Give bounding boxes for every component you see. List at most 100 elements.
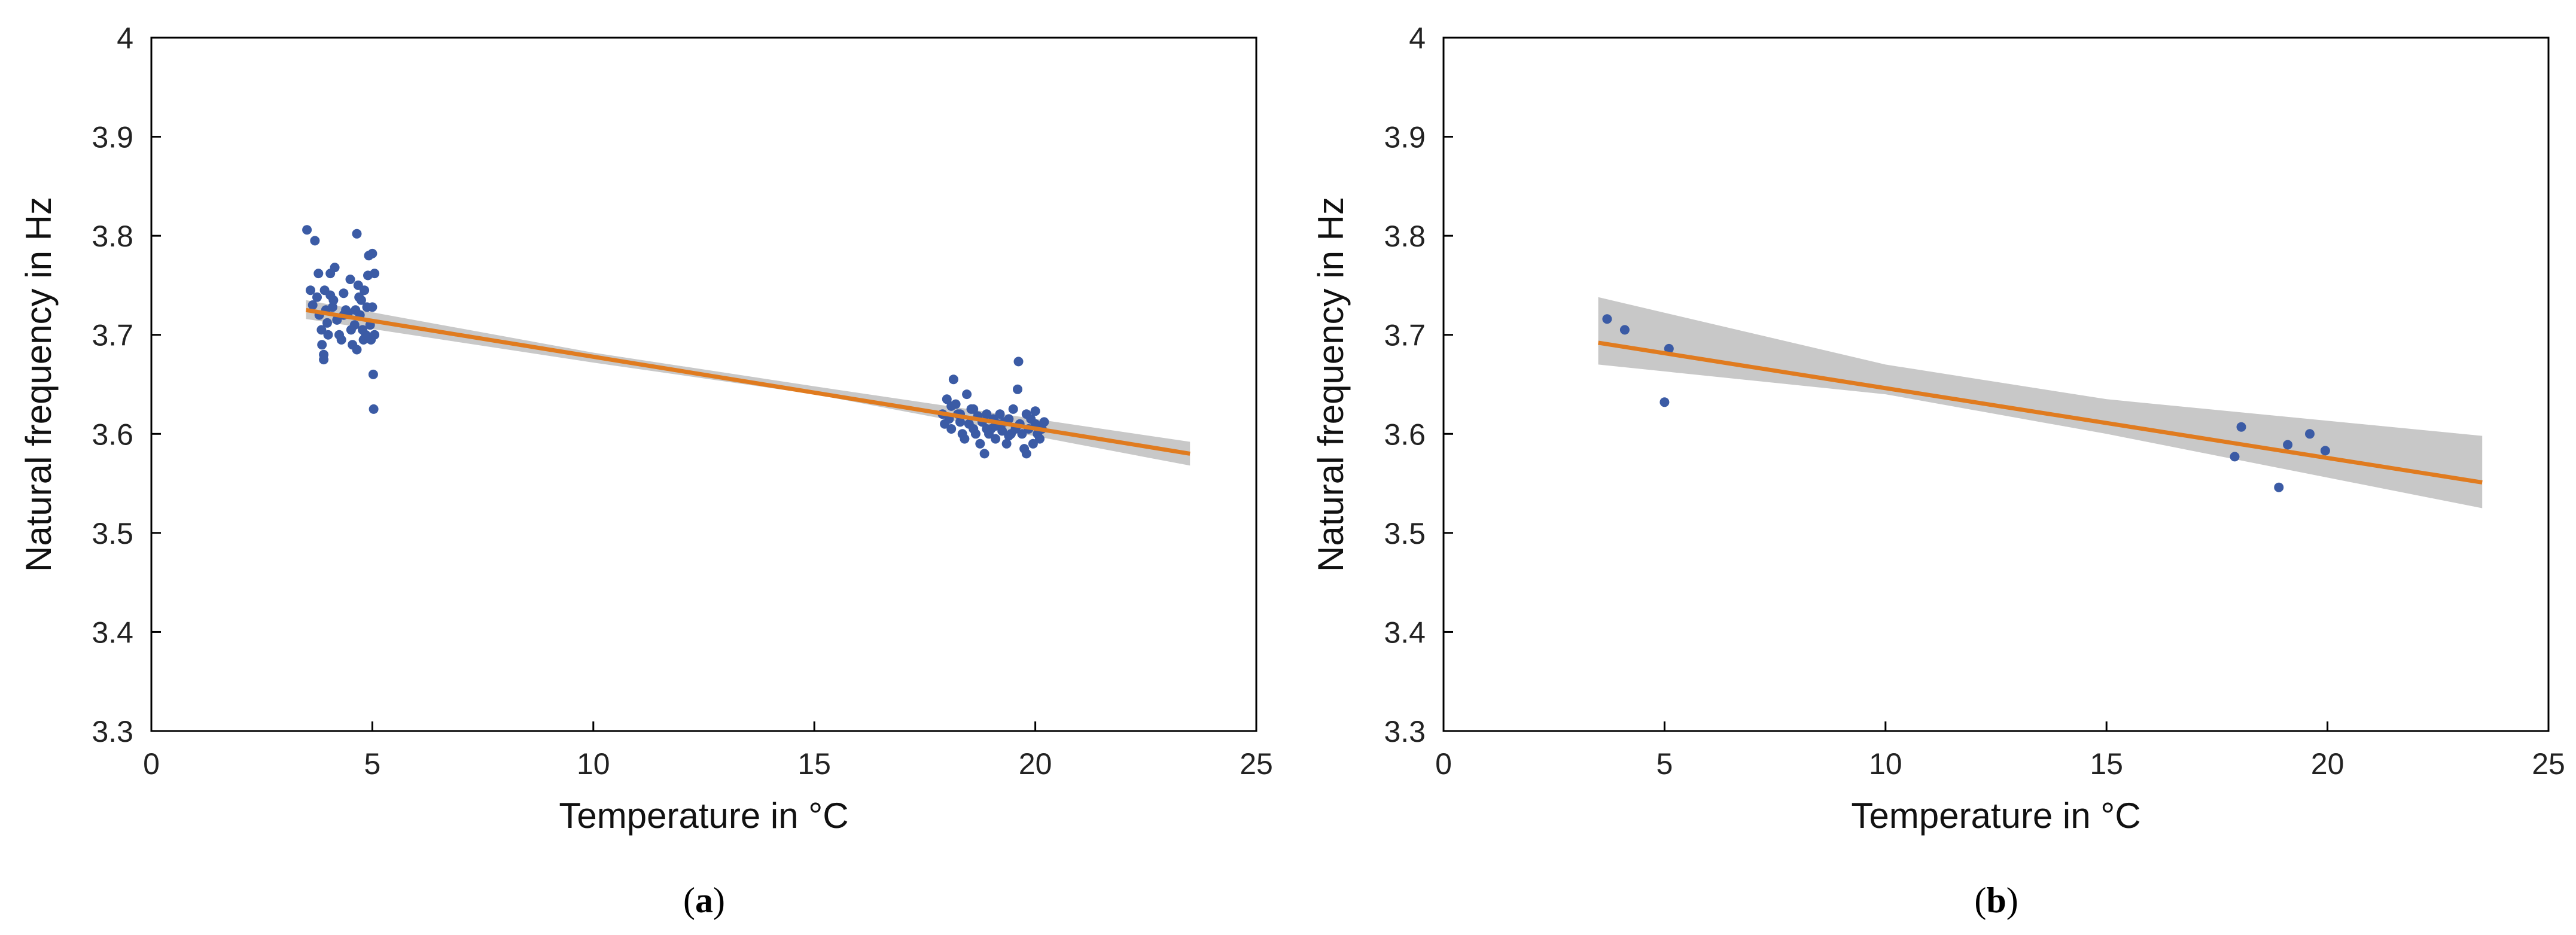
data-point xyxy=(367,302,377,312)
data-point xyxy=(2230,452,2240,462)
data-point xyxy=(1008,404,1018,414)
data-point xyxy=(360,285,370,296)
y-tick-label: 3.7 xyxy=(1384,319,1426,352)
data-point xyxy=(367,248,377,258)
data-point xyxy=(356,295,366,305)
x-tick-label: 15 xyxy=(2090,747,2123,781)
data-point xyxy=(1602,314,1612,324)
y-tick-label: 3.5 xyxy=(92,517,133,550)
data-point xyxy=(317,340,327,350)
data-point xyxy=(323,330,333,340)
data-point xyxy=(302,225,312,235)
x-tick-label: 25 xyxy=(1240,747,1273,781)
data-point xyxy=(349,320,360,330)
data-point xyxy=(991,434,1001,444)
data-point xyxy=(955,417,965,427)
regression-line xyxy=(1598,340,2483,485)
x-tick-label: 5 xyxy=(1656,747,1673,781)
data-point xyxy=(942,394,952,404)
data-point xyxy=(1039,417,1049,427)
y-tick-label: 3.8 xyxy=(1384,220,1426,253)
data-point xyxy=(1619,325,1630,335)
y-tick-label: 4 xyxy=(1409,22,1426,55)
caption-letter: b xyxy=(1986,881,2006,920)
chart-panel-b: 0 5 10 15 20 25 3.3 3.4 3.5 3.6 3.7 3.8 3.9 4 Temperat… xyxy=(1311,22,2565,920)
data-point xyxy=(1004,431,1014,441)
x-tick-label: 5 xyxy=(364,747,380,781)
y-tick-label: 3.8 xyxy=(92,220,133,253)
data-point xyxy=(368,369,378,379)
data-point xyxy=(960,434,970,444)
data-point xyxy=(975,438,985,449)
data-point xyxy=(1021,449,1031,459)
data-point xyxy=(2305,429,2315,439)
panel-caption: (b) xyxy=(1974,881,2018,920)
data-point xyxy=(306,285,315,296)
y-axis-label: Natural frequency in Hz xyxy=(19,197,59,572)
y-tick-label: 3.3 xyxy=(1384,715,1426,748)
data-point xyxy=(370,330,380,340)
data-point xyxy=(352,345,362,355)
caption-paren-close: ) xyxy=(2006,881,2018,920)
caption-paren-close: ) xyxy=(713,881,725,920)
data-point xyxy=(319,355,329,365)
x-tick-label: 25 xyxy=(2532,747,2565,781)
caption-letter: a xyxy=(695,881,713,920)
x-tick-label: 0 xyxy=(1435,747,1452,781)
x-tick-label: 15 xyxy=(797,747,831,781)
x-axis-label: Temperature in °C xyxy=(559,796,848,836)
data-point xyxy=(312,292,322,302)
data-point xyxy=(2236,422,2246,432)
data-point xyxy=(1013,357,1024,367)
x-tick-label: 20 xyxy=(2311,747,2344,781)
data-point xyxy=(948,374,958,385)
y-tick-label: 3.4 xyxy=(1384,616,1426,649)
caption-paren-open: ( xyxy=(1974,881,1986,920)
y-tick-label: 3.9 xyxy=(1384,121,1426,154)
x-tick-label: 20 xyxy=(1019,747,1052,781)
data-point xyxy=(310,236,320,246)
plot-frame xyxy=(150,36,1257,732)
y-tick-label: 3.6 xyxy=(1384,418,1426,451)
y-tick-label: 4 xyxy=(117,22,133,55)
data-point xyxy=(316,325,327,335)
x-tick-label: 0 xyxy=(143,747,160,781)
data-point xyxy=(1001,438,1012,449)
data-point xyxy=(1660,397,1670,407)
data-point xyxy=(370,269,380,279)
data-point xyxy=(352,229,362,239)
data-point xyxy=(336,335,346,345)
data-point xyxy=(1004,414,1014,424)
data-point xyxy=(946,424,957,434)
data-point xyxy=(2283,440,2293,450)
data-point xyxy=(962,389,972,400)
y-tick-label: 3.4 xyxy=(92,616,133,649)
data-point xyxy=(339,288,349,299)
data-point xyxy=(1017,429,1027,439)
confidence-band xyxy=(1598,297,2483,508)
y-tick-label: 3.7 xyxy=(92,319,133,352)
data-point xyxy=(1030,406,1040,416)
y-tick-label: 3.3 xyxy=(92,715,133,748)
y-axis-label: Natural frequency in Hz xyxy=(1311,197,1351,572)
data-point xyxy=(345,275,355,284)
data-point xyxy=(969,404,979,414)
data-point xyxy=(327,302,337,312)
data-point xyxy=(325,290,336,300)
x-tick-label: 10 xyxy=(1869,747,1902,781)
y-tick-label: 3.5 xyxy=(1384,517,1426,550)
x-axis-label: Temperature in °C xyxy=(1851,796,2140,836)
y-tick-label: 3.9 xyxy=(92,121,133,154)
data-point xyxy=(970,429,981,439)
data-point xyxy=(982,424,992,434)
caption-paren-open: ( xyxy=(683,881,695,920)
data-point xyxy=(307,300,318,310)
data-point xyxy=(946,401,957,411)
panel-caption: (a) xyxy=(683,881,725,920)
y-tick-label: 3.6 xyxy=(92,418,133,451)
data-point xyxy=(979,449,989,459)
data-point xyxy=(982,409,992,419)
x-tick-label: 10 xyxy=(577,747,610,781)
